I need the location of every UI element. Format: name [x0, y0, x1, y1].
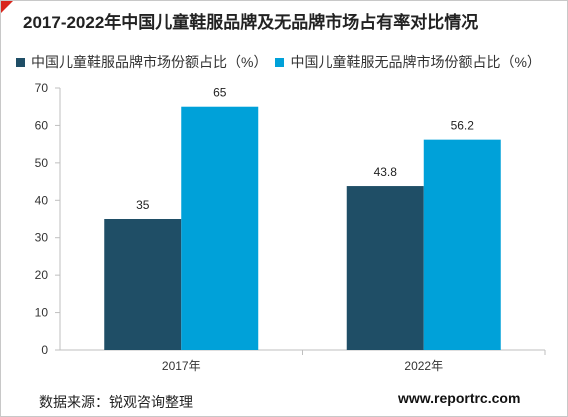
y-tick-label: 40: [35, 193, 49, 207]
legend-item-series2: 中国儿童鞋服无品牌市场份额占比（%）: [275, 52, 541, 72]
data-label: 56.2: [451, 119, 475, 133]
y-tick-label: 50: [35, 156, 49, 170]
legend-swatch-series1: [16, 57, 25, 67]
legend-label-series2: 中国儿童鞋服无品牌市场份额占比（%）: [290, 54, 541, 70]
y-tick-label: 60: [35, 118, 49, 132]
data-label: 35: [136, 198, 150, 212]
bar-series2-2: [423, 139, 501, 350]
legend-swatch-series2: [275, 57, 285, 67]
y-tick-label: 70: [35, 81, 49, 95]
data-label: 65: [213, 86, 227, 100]
y-tick-label: 10: [35, 306, 49, 320]
corner-accent: [1, 1, 13, 13]
chart-title: 2017-2022年中国儿童鞋服品牌及无品牌市场占有率对比情况: [23, 13, 479, 32]
bar-series1-1: [104, 219, 182, 350]
y-tick-label: 20: [35, 268, 49, 282]
legend-label-series1: 中国儿童鞋服品牌市场份额占比（%）: [31, 54, 268, 70]
legend-item-series1: 中国儿童鞋服品牌市场份额占比（%）: [16, 52, 267, 72]
bar-series2-1: [181, 106, 259, 350]
data-source: 数据来源：锐观咨询整理: [39, 394, 193, 410]
y-tick-label: 30: [35, 231, 49, 245]
bar-series1-2: [346, 186, 424, 350]
website-label: www.reportrc.com: [398, 390, 521, 406]
y-tick-label: 0: [41, 343, 48, 357]
x-tick-label: 2022年: [404, 359, 443, 373]
data-label: 43.8: [374, 165, 398, 179]
x-tick-label: 2017年: [162, 359, 201, 373]
legend: 中国儿童鞋服品牌市场份额占比（%） 中国儿童鞋服无品牌市场份额占比（%）: [16, 52, 549, 72]
